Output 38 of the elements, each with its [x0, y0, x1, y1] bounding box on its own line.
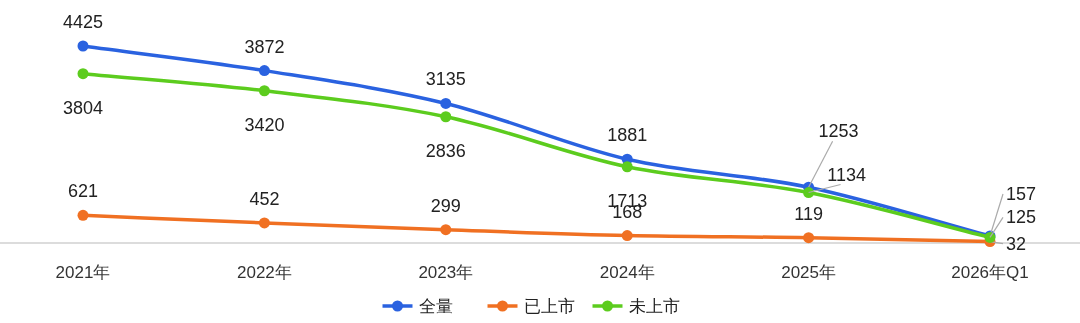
point	[440, 97, 452, 109]
x-tick-label: 2024年	[599, 263, 655, 282]
legend-label: 全量	[418, 297, 453, 316]
data-label: 4425	[62, 12, 104, 32]
point	[258, 65, 270, 77]
x-tick-label: 2021年	[55, 263, 111, 282]
data-label: 1881	[607, 125, 648, 146]
data-label: 1253	[818, 121, 859, 142]
data-label: 3420	[244, 114, 285, 135]
x-tick-label: 2022年	[236, 263, 292, 282]
data-label: 125	[1006, 207, 1037, 228]
point	[258, 85, 270, 97]
data-label: 621	[67, 181, 99, 202]
data-label: 3872	[244, 36, 285, 57]
point	[621, 161, 633, 173]
point	[440, 224, 452, 236]
point	[621, 230, 633, 242]
data-label: 299	[430, 195, 461, 216]
data-label: 157	[1006, 184, 1037, 205]
point	[803, 187, 815, 199]
data-label: 2836	[425, 140, 466, 161]
point	[77, 68, 89, 80]
x-tick-label: 2026年Q1	[951, 263, 1029, 282]
x-tick-label: 2025年	[781, 263, 837, 282]
legend-label: 未上市	[628, 297, 680, 316]
point	[440, 111, 452, 123]
point	[77, 40, 89, 52]
point	[77, 209, 89, 221]
data-label: 119	[794, 203, 823, 224]
point	[258, 217, 270, 229]
data-label: 1134	[827, 164, 866, 185]
data-label: 32	[1006, 233, 1027, 254]
legend-label: 已上市	[523, 297, 575, 316]
data-label: 452	[249, 188, 280, 209]
data-label: 3804	[62, 97, 104, 118]
point	[803, 232, 815, 244]
x-tick-label: 2023年	[418, 263, 474, 282]
data-label: 3135	[425, 69, 466, 90]
